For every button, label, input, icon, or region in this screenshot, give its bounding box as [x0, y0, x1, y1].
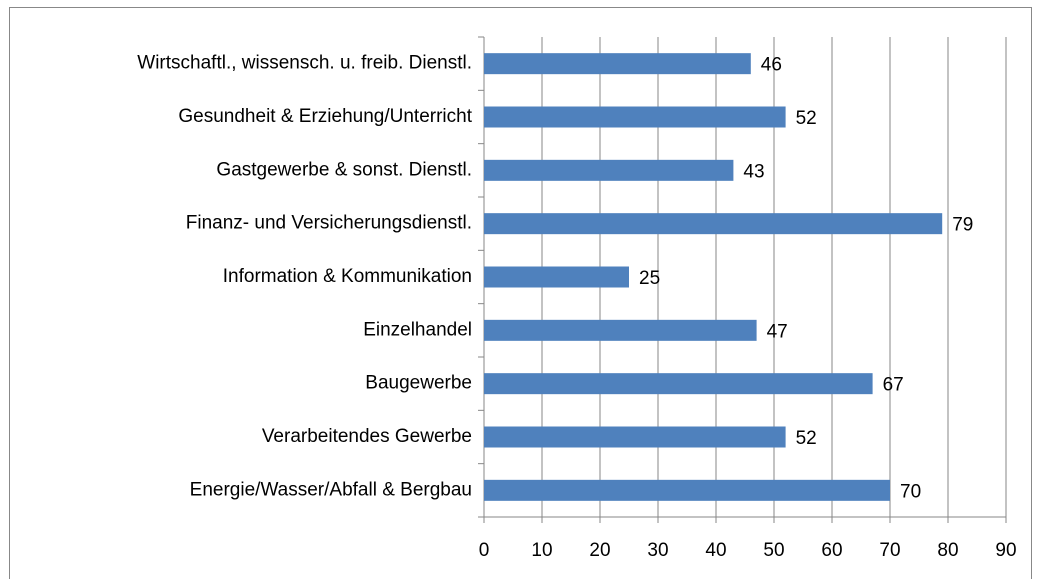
value-label: 46: [761, 55, 782, 76]
x-tick-label: 50: [763, 540, 784, 561]
chart-border: [9, 7, 1032, 579]
value-label: 70: [900, 481, 921, 502]
y-tick-label: Wirtschaftl., wissensch. u. freib. Diens…: [137, 53, 472, 74]
y-tick-label: Information & Kommunikation: [223, 266, 472, 287]
x-tick-label: 10: [531, 540, 552, 561]
bar: [484, 373, 873, 395]
x-tick-label: 40: [705, 540, 726, 561]
value-label: 52: [796, 428, 817, 449]
x-tick-label: 0: [479, 540, 490, 561]
x-tick-label: 60: [821, 540, 842, 561]
value-label: 43: [743, 161, 764, 182]
bar: [484, 479, 890, 501]
y-tick-label: Energie/Wasser/Abfall & Bergbau: [190, 479, 472, 500]
value-label: 25: [639, 268, 660, 289]
y-tick-label: Finanz- und Versicherungsdienstl.: [186, 213, 472, 234]
value-label: 47: [767, 321, 788, 342]
bar: [484, 53, 751, 75]
x-tick-label: 90: [995, 540, 1016, 561]
bar: [484, 266, 629, 288]
value-label: 79: [952, 215, 973, 236]
x-tick-label: 70: [879, 540, 900, 561]
bar: [484, 159, 734, 181]
value-label: 52: [796, 108, 817, 129]
value-label: 67: [883, 375, 904, 396]
bar: [484, 106, 786, 128]
bar: [484, 213, 943, 235]
bar: [484, 319, 757, 341]
x-tick-label: 30: [647, 540, 668, 561]
y-tick-label: Einzelhandel: [363, 319, 472, 340]
x-tick-label: 20: [589, 540, 610, 561]
y-tick-label: Gesundheit & Erziehung/Unterricht: [178, 106, 472, 127]
y-tick-label: Verarbeitendes Gewerbe: [262, 426, 472, 447]
y-tick-label: Gastgewerbe & sonst. Dienstl.: [216, 159, 472, 180]
bar: [484, 426, 786, 448]
x-tick-label: 80: [937, 540, 958, 561]
y-tick-label: Baugewerbe: [365, 373, 472, 394]
